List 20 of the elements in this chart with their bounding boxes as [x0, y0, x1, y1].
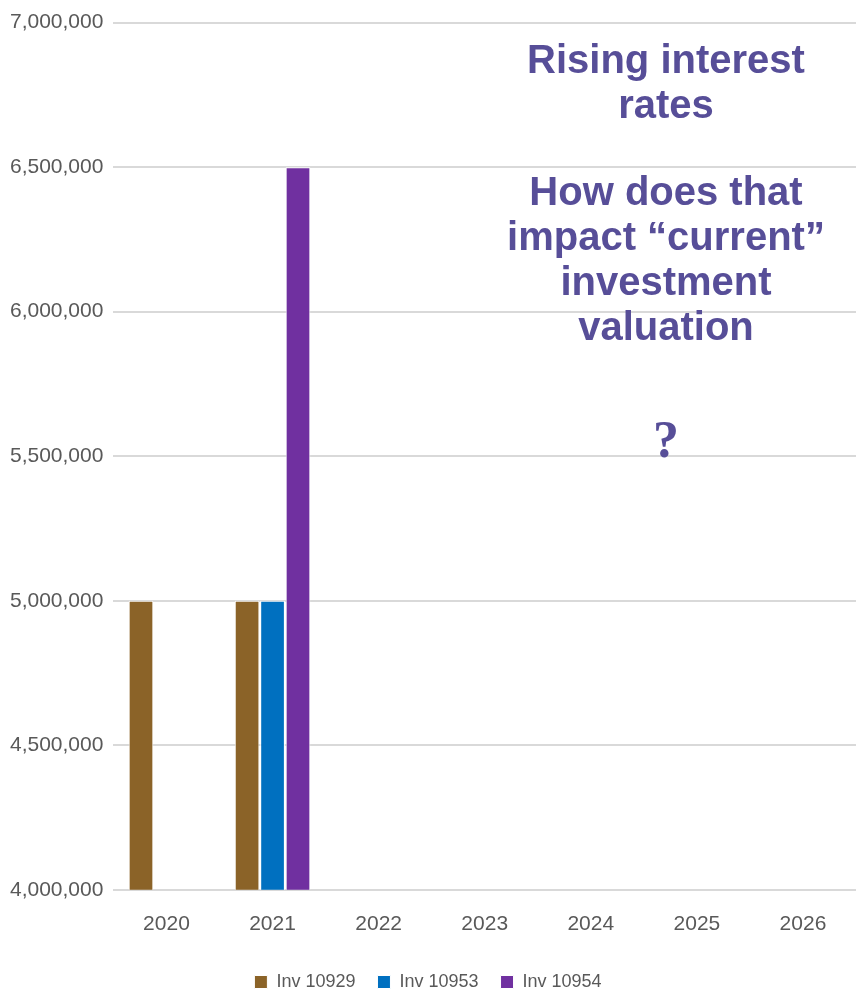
x-tick-label: 2025 — [673, 911, 721, 935]
x-tick-label: 2023 — [461, 911, 509, 935]
y-tick-label: 7,000,000 — [9, 9, 104, 33]
x-tick-label: 2022 — [355, 911, 402, 935]
y-tick-label: 6,500,000 — [9, 153, 104, 177]
x-tick-label: 2026 — [779, 911, 827, 935]
y-tick-label: 5,000,000 — [9, 587, 104, 611]
legend-label: Inv 10954 — [522, 970, 602, 991]
legend-label: Inv 10929 — [276, 970, 356, 991]
y-tick-label: 6,000,000 — [9, 298, 104, 322]
y-tick-label: 4,000,000 — [9, 876, 104, 900]
annotation: How does that impact “current” investment valuation — [507, 169, 825, 349]
x-tick-label: 2024 — [567, 911, 615, 935]
x-tick-label: 2020 — [143, 911, 190, 935]
x-tick-label: 2021 — [249, 911, 296, 935]
y-tick-label: 5,500,000 — [9, 443, 104, 466]
y-tick-label: 4,500,000 — [9, 732, 104, 756]
annotation: Rising interest rates — [527, 37, 805, 127]
legend-label: Inv 10953 — [399, 970, 479, 991]
annotation: ? — [653, 411, 679, 469]
